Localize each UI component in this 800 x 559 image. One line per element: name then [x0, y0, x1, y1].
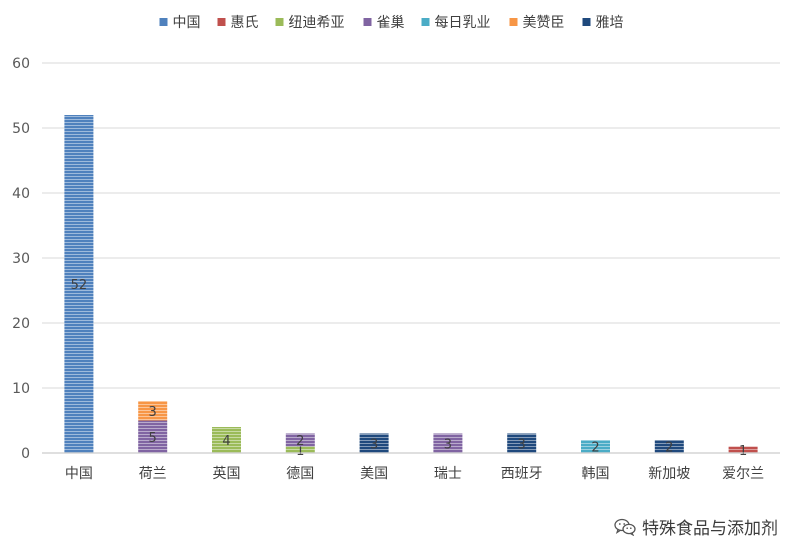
bar-segment — [728, 446, 758, 453]
x-axis: 中国 荷兰 英国 德国 美国 瑞士 西班牙 韩国 新加坡 爱尔兰 — [42, 452, 780, 482]
y-tick-label: 50 — [12, 121, 30, 137]
legend-swatch — [363, 18, 372, 26]
gridlines — [42, 62, 780, 454]
data-label: 5 — [149, 431, 157, 446]
bar-segment — [138, 401, 168, 421]
bar-segment — [212, 427, 241, 453]
x-tick-label: 美国 — [360, 466, 388, 482]
y-tick-label: 0 — [21, 446, 30, 462]
data-label: 3 — [149, 405, 157, 420]
x-tick-label: 德国 — [286, 466, 314, 482]
y-tick-label: 60 — [12, 56, 30, 72]
legend-swatch — [217, 18, 226, 26]
data-label: 3 — [370, 437, 378, 452]
y-axis: 0 10 20 30 40 50 60 — [12, 56, 30, 462]
data-label: 3 — [444, 437, 452, 452]
x-tick-label: 瑞士 — [434, 466, 462, 482]
legend-label: 惠氏 — [231, 15, 259, 31]
legend-label: 雅培 — [596, 15, 624, 31]
data-label: 2 — [665, 441, 673, 456]
bar-segment — [138, 420, 168, 453]
x-tick-label: 中国 — [65, 466, 93, 482]
x-tick-label: 荷兰 — [139, 466, 167, 482]
legend-swatch — [421, 18, 430, 26]
x-tick-label: 西班牙 — [501, 466, 543, 482]
wechat-icon — [614, 518, 636, 536]
data-label: 3 — [518, 437, 526, 452]
y-tick-label: 40 — [12, 186, 30, 202]
bar-segment — [359, 433, 389, 453]
data-label: 1 — [296, 444, 304, 459]
watermark-text: 特殊食品与添加剂 — [642, 519, 778, 539]
x-tick-label: 爱尔兰 — [722, 466, 764, 482]
bar-segment — [507, 433, 537, 453]
legend-label: 每日乳业 — [435, 15, 491, 31]
legend-swatch — [582, 18, 591, 26]
x-tick-label: 英国 — [213, 465, 241, 482]
x-tick-label: 韩国 — [582, 466, 610, 482]
legend-label: 纽迪希亚 — [289, 15, 345, 31]
bar-segment — [433, 433, 463, 453]
bar-segment — [285, 446, 315, 453]
legend-label: 雀巢 — [377, 15, 405, 31]
legend-label: 中国 — [173, 15, 201, 31]
watermark: 特殊食品与添加剂 — [614, 514, 778, 539]
bar-segment — [64, 115, 94, 453]
y-tick-label: 30 — [12, 251, 30, 267]
legend-label: 美赞臣 — [523, 15, 565, 31]
data-label: 1 — [739, 444, 747, 459]
bar-segment — [581, 440, 610, 453]
data-label: 2 — [591, 441, 599, 456]
y-tick-label: 20 — [12, 316, 30, 332]
data-label: 2 — [296, 434, 304, 449]
legend-swatch — [509, 18, 518, 26]
legend-swatch — [275, 18, 284, 26]
bar-segment — [654, 440, 684, 453]
x-tick-label: 新加坡 — [648, 466, 690, 482]
y-tick-label: 10 — [12, 381, 30, 397]
legend-swatch — [159, 18, 168, 26]
data-label: 4 — [222, 434, 230, 449]
data-label: 52 — [71, 278, 88, 293]
bar-segment — [285, 433, 315, 447]
legend: 中国 惠氏 纽迪希亚 雀巢 每日乳业 美赞臣 雅培 — [159, 15, 624, 31]
